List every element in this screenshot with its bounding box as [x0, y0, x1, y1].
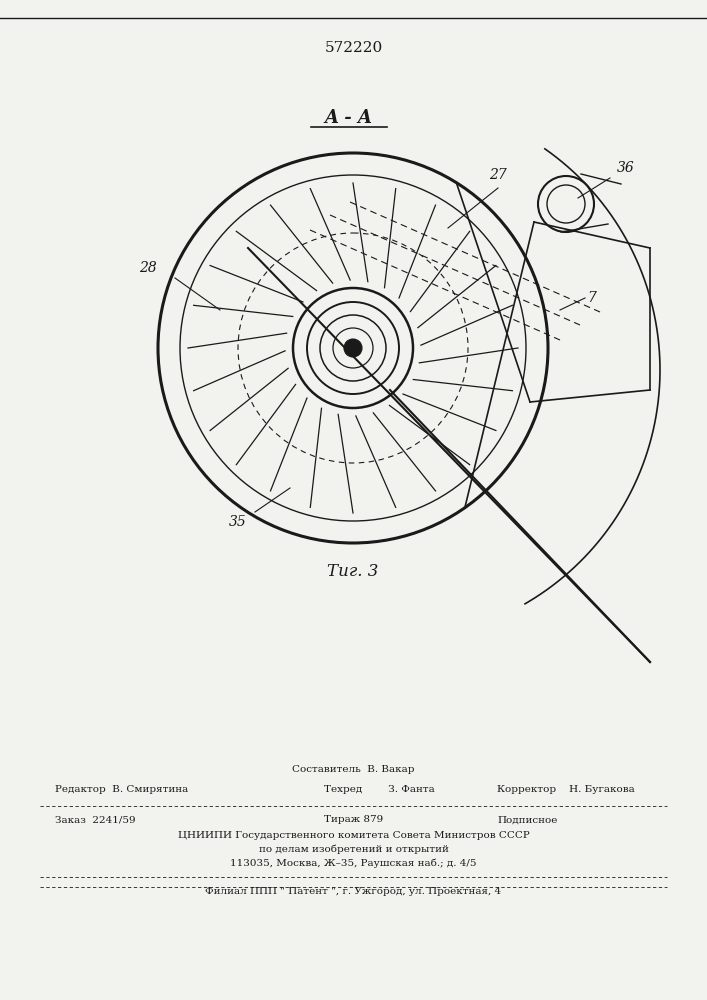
Text: A - A: A - A	[325, 109, 373, 127]
Text: 27: 27	[489, 168, 507, 182]
Text: 572220: 572220	[325, 41, 382, 55]
Text: Редактор  В. Смирятина: Редактор В. Смирятина	[55, 786, 188, 794]
Text: ЦНИИПИ Государственного комитета Совета Министров СССР: ЦНИИПИ Государственного комитета Совета …	[177, 830, 530, 840]
Text: Тираж 879: Тираж 879	[324, 816, 382, 824]
Text: Филиал ППП " Патент ", г. Ужгород, ул. Проектная, 4: Филиал ППП " Патент ", г. Ужгород, ул. П…	[206, 888, 501, 896]
Text: по делам изобретений и открытий: по делам изобретений и открытий	[259, 844, 448, 854]
Text: 35: 35	[229, 515, 247, 529]
Text: Τиг. 3: Τиг. 3	[327, 564, 379, 580]
Circle shape	[344, 339, 362, 357]
Text: Подписное: Подписное	[497, 816, 557, 824]
Text: Техред        З. Фанта: Техред З. Фанта	[324, 786, 434, 794]
Text: Заказ  2241/59: Заказ 2241/59	[55, 816, 136, 824]
Text: Составитель  В. Вакар: Составитель В. Вакар	[292, 766, 415, 774]
Text: 28: 28	[139, 261, 157, 275]
Text: 36: 36	[617, 161, 635, 175]
Text: 7: 7	[588, 291, 597, 305]
Text: 113035, Москва, Ж–35, Раушская наб.; д. 4/5: 113035, Москва, Ж–35, Раушская наб.; д. …	[230, 858, 477, 868]
Text: Корректор    Н. Бугакова: Корректор Н. Бугакова	[497, 786, 635, 794]
